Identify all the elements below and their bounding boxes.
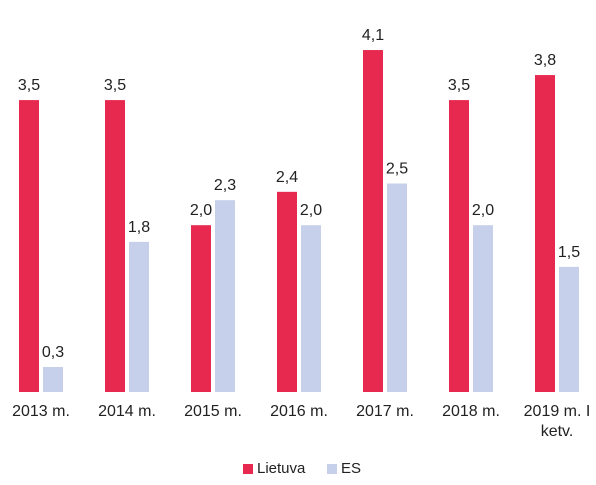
- bar: [19, 100, 39, 392]
- bar: [535, 75, 555, 392]
- data-label: 1,5: [558, 244, 580, 261]
- data-label: 2,0: [300, 202, 322, 219]
- bar: [215, 200, 235, 392]
- x-tick-label: 2014 m.: [98, 403, 156, 420]
- legend-swatch: [327, 463, 337, 474]
- bar: [129, 241, 149, 392]
- data-label: 2,0: [190, 202, 212, 219]
- data-label: 3,5: [18, 77, 40, 94]
- legend-label: Lietuva: [257, 460, 306, 477]
- data-label: 3,5: [104, 77, 126, 94]
- data-label: 2,0: [472, 202, 494, 219]
- bar: [449, 100, 469, 392]
- legend-item: Lietuva: [243, 460, 305, 477]
- legend-item: ES: [327, 460, 361, 477]
- legend-label: ES: [341, 460, 362, 477]
- x-tick-label: 2016 m.: [270, 403, 328, 420]
- bar: [387, 183, 407, 392]
- bar: [473, 225, 493, 392]
- data-label: 2,4: [276, 169, 298, 186]
- bar: [363, 50, 383, 393]
- legend-swatch: [243, 463, 253, 474]
- data-label: 2,3: [214, 177, 236, 194]
- data-label: 3,8: [534, 52, 556, 69]
- data-label: 2,5: [386, 160, 408, 177]
- x-tick-label: 2013 m.: [12, 403, 70, 420]
- x-tick-label: 2015 m.: [184, 403, 242, 420]
- data-label: 1,8: [128, 219, 150, 236]
- bar: [43, 366, 63, 392]
- x-tick-label: 2019 m. I ketv.: [523, 403, 591, 440]
- data-label: 0,3: [42, 344, 64, 361]
- bar: [301, 225, 321, 392]
- bar: [191, 225, 211, 392]
- bar: [105, 100, 125, 392]
- x-tick-label: 2018 m.: [442, 403, 500, 420]
- x-tick-label: 2017 m.: [356, 403, 414, 420]
- bar: [559, 266, 579, 392]
- data-label: 3,5: [448, 77, 470, 94]
- bar: [277, 191, 297, 392]
- data-label: 4,1: [362, 27, 384, 44]
